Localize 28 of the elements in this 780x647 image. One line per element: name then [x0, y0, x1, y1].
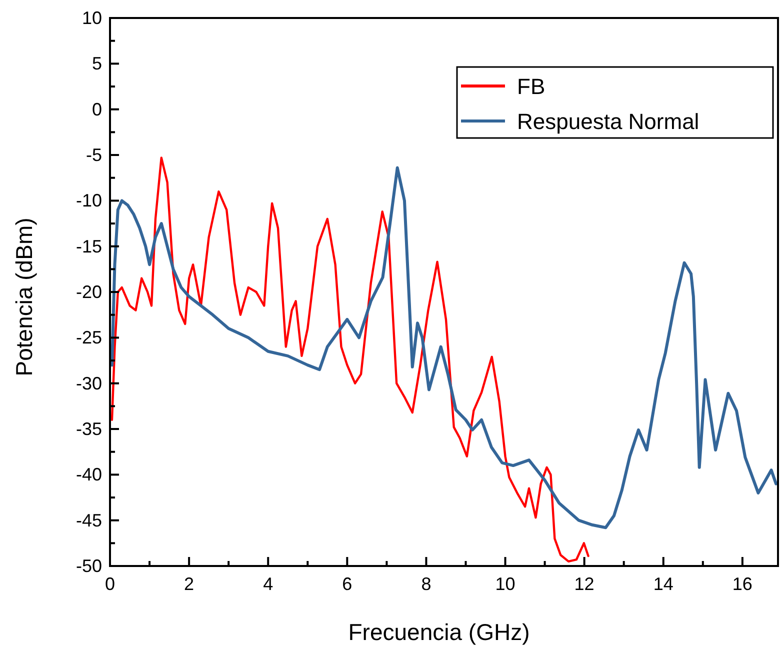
x-tick-label: 12 [574, 574, 594, 594]
legend-label: FB [517, 74, 546, 99]
x-tick-label: 0 [104, 574, 116, 594]
y-tick-label: -50 [76, 556, 102, 576]
x-tick-label: 2 [184, 574, 194, 594]
x-tick-label: 6 [342, 574, 352, 594]
y-tick-label: -15 [76, 236, 102, 256]
line-series [110, 166, 778, 530]
x-axis-title: Frecuencia (GHz) [348, 619, 530, 645]
x-tick-label: 4 [263, 574, 274, 594]
y-tick-label: -5 [86, 145, 102, 165]
y-tick-label: 5 [92, 54, 102, 74]
y-tick-label: -45 [76, 510, 102, 530]
y-tick-label: -40 [76, 464, 102, 485]
x-tick-label: 16 [732, 574, 752, 594]
x-tick-label: 14 [653, 574, 674, 594]
x-tick-label: 8 [421, 574, 432, 594]
y-tick-label: -10 [76, 190, 102, 211]
legend-label: Respuesta Normal [517, 109, 700, 134]
y-tick-label: -20 [76, 282, 102, 302]
y-tick-label: -25 [76, 328, 102, 348]
x-tick-label: 10 [495, 574, 516, 594]
y-axis-title: Potencia (dBm) [11, 218, 37, 376]
y-tick-label: -30 [76, 373, 102, 394]
y-tick-label: 0 [92, 99, 102, 120]
y-tick-label: -35 [76, 419, 102, 439]
line-series [110, 156, 590, 563]
y-tick-label: 10 [82, 8, 102, 28]
